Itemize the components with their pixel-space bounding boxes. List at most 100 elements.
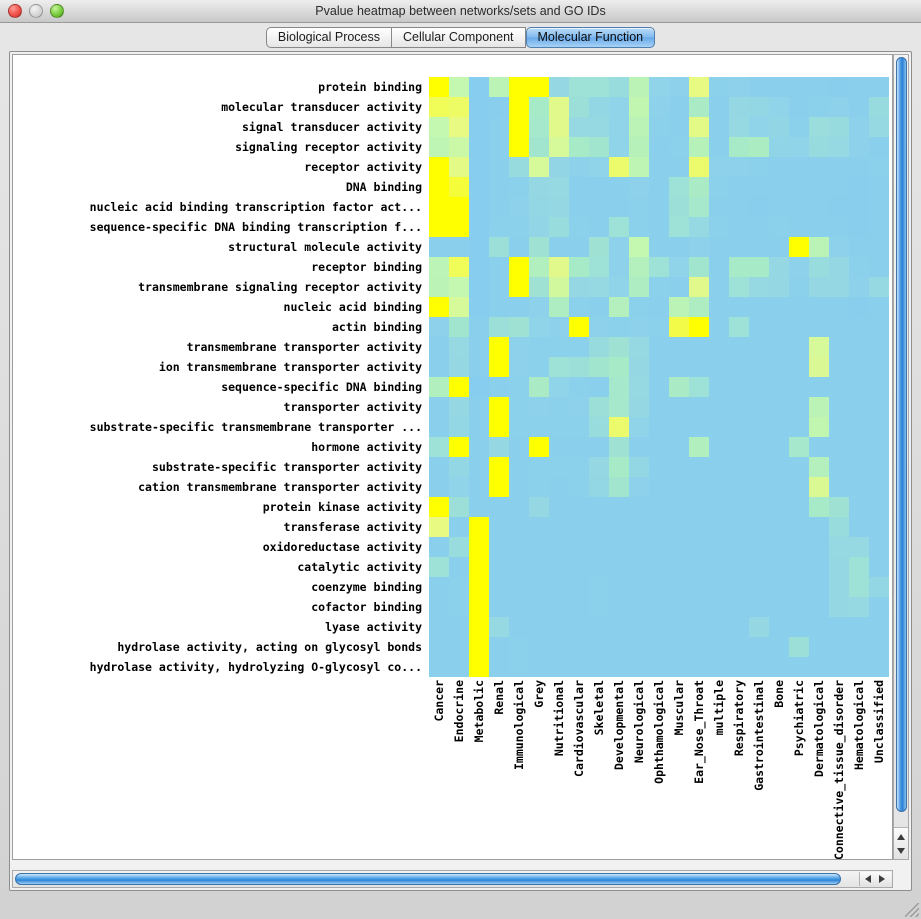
heatmap-cell[interactable]	[569, 97, 589, 117]
heatmap-cell[interactable]	[469, 297, 489, 317]
heatmap-cell[interactable]	[549, 417, 569, 437]
heatmap-cell[interactable]	[769, 657, 789, 677]
heatmap-cell[interactable]	[689, 177, 709, 197]
horizontal-scroll-arrows[interactable]	[859, 872, 891, 886]
heatmap-cell[interactable]	[589, 377, 609, 397]
heatmap-cell[interactable]	[589, 537, 609, 557]
heatmap-cell[interactable]	[809, 97, 829, 117]
heatmap-cell[interactable]	[549, 597, 569, 617]
heatmap-cell[interactable]	[469, 317, 489, 337]
heatmap-cell[interactable]	[629, 417, 649, 437]
heatmap-cell[interactable]	[549, 357, 569, 377]
heatmap-cell[interactable]	[589, 257, 609, 277]
heatmap-cell[interactable]	[769, 217, 789, 237]
heatmap-cell[interactable]	[809, 377, 829, 397]
heatmap-cell[interactable]	[429, 237, 449, 257]
heatmap-cell[interactable]	[769, 437, 789, 457]
heatmap-cell[interactable]	[809, 437, 829, 457]
heatmap-cell[interactable]	[829, 117, 849, 137]
heatmap-cell[interactable]	[809, 117, 829, 137]
heatmap-cell[interactable]	[569, 257, 589, 277]
heatmap-cell[interactable]	[469, 497, 489, 517]
heatmap-cell[interactable]	[589, 217, 609, 237]
heatmap-cell[interactable]	[809, 537, 829, 557]
heatmap-cell[interactable]	[649, 297, 669, 317]
heatmap-cell[interactable]	[549, 517, 569, 537]
heatmap-cell[interactable]	[429, 297, 449, 317]
heatmap-cell[interactable]	[489, 217, 509, 237]
heatmap-cell[interactable]	[589, 157, 609, 177]
heatmap-cell[interactable]	[569, 457, 589, 477]
heatmap-cell[interactable]	[569, 117, 589, 137]
heatmap-cell[interactable]	[589, 137, 609, 157]
heatmap-cell[interactable]	[829, 497, 849, 517]
heatmap-cell[interactable]	[589, 557, 609, 577]
heatmap-cell[interactable]	[649, 617, 669, 637]
heatmap-cell[interactable]	[589, 437, 609, 457]
heatmap-cell[interactable]	[689, 197, 709, 217]
heatmap-cell[interactable]	[529, 157, 549, 177]
heatmap-cell[interactable]	[489, 157, 509, 177]
heatmap-cell[interactable]	[749, 137, 769, 157]
heatmap-cell[interactable]	[769, 157, 789, 177]
heatmap-cell[interactable]	[749, 197, 769, 217]
heatmap-cell[interactable]	[469, 457, 489, 477]
heatmap-cell[interactable]	[729, 117, 749, 137]
heatmap-cell[interactable]	[449, 317, 469, 337]
heatmap-cell[interactable]	[649, 157, 669, 177]
heatmap-cell[interactable]	[649, 117, 669, 137]
heatmap-cell[interactable]	[729, 417, 749, 437]
heatmap-cell[interactable]	[429, 257, 449, 277]
heatmap-cell[interactable]	[709, 657, 729, 677]
heatmap-cell[interactable]	[569, 597, 589, 617]
heatmap-cell[interactable]	[589, 417, 609, 437]
heatmap-cell[interactable]	[649, 497, 669, 517]
heatmap-cell[interactable]	[529, 377, 549, 397]
heatmap-cell[interactable]	[689, 137, 709, 157]
heatmap-cell[interactable]	[509, 617, 529, 637]
heatmap-cell[interactable]	[669, 437, 689, 457]
heatmap-cell[interactable]	[649, 537, 669, 557]
heatmap-cell[interactable]	[609, 617, 629, 637]
heatmap-cell[interactable]	[589, 277, 609, 297]
heatmap-cell[interactable]	[429, 617, 449, 637]
heatmap-cell[interactable]	[449, 437, 469, 457]
heatmap-cell[interactable]	[629, 477, 649, 497]
heatmap-cell[interactable]	[669, 177, 689, 197]
heatmap-cell[interactable]	[749, 117, 769, 137]
heatmap-cell[interactable]	[629, 457, 649, 477]
heatmap-cell[interactable]	[689, 597, 709, 617]
heatmap-cell[interactable]	[769, 197, 789, 217]
heatmap-cell[interactable]	[789, 337, 809, 357]
heatmap-cell[interactable]	[669, 577, 689, 597]
heatmap-cell[interactable]	[689, 357, 709, 377]
heatmap-cell[interactable]	[769, 237, 789, 257]
heatmap-cell[interactable]	[489, 77, 509, 97]
heatmap-cell[interactable]	[709, 217, 729, 237]
heatmap-cell[interactable]	[629, 537, 649, 557]
heatmap-cell[interactable]	[849, 357, 869, 377]
heatmap-cell[interactable]	[749, 177, 769, 197]
heatmap-cell[interactable]	[509, 257, 529, 277]
heatmap-cell[interactable]	[869, 317, 889, 337]
heatmap-cell[interactable]	[669, 417, 689, 437]
heatmap-cell[interactable]	[489, 597, 509, 617]
heatmap-cell[interactable]	[489, 637, 509, 657]
heatmap-cell[interactable]	[649, 517, 669, 537]
heatmap-cell[interactable]	[469, 577, 489, 597]
heatmap-cell[interactable]	[869, 497, 889, 517]
heatmap-cell[interactable]	[429, 197, 449, 217]
heatmap-cell[interactable]	[649, 457, 669, 477]
heatmap-cell[interactable]	[429, 277, 449, 297]
heatmap-cell[interactable]	[509, 77, 529, 97]
heatmap-cell[interactable]	[809, 137, 829, 157]
heatmap-cell[interactable]	[509, 577, 529, 597]
heatmap-cell[interactable]	[709, 477, 729, 497]
heatmap-cell[interactable]	[729, 577, 749, 597]
heatmap-cell[interactable]	[609, 137, 629, 157]
heatmap-cell[interactable]	[869, 397, 889, 417]
heatmap-cell[interactable]	[549, 117, 569, 137]
heatmap-cell[interactable]	[749, 277, 769, 297]
heatmap-cell[interactable]	[489, 397, 509, 417]
heatmap-cell[interactable]	[469, 357, 489, 377]
